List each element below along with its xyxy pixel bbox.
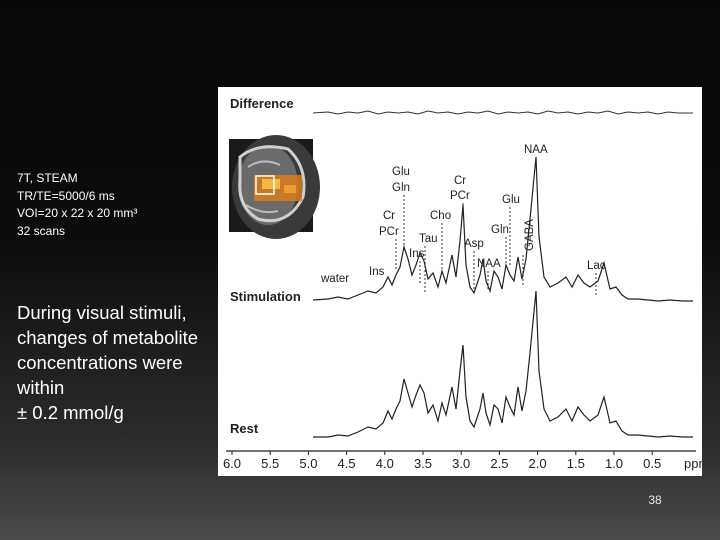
stimulation-trace	[312, 156, 693, 302]
peak-label-lac: Lac	[587, 260, 606, 272]
peak-label-gln-left: Gln	[392, 182, 410, 194]
axis-tick-label: 6.0	[223, 456, 241, 471]
note-line-5: ± 0.2 mmol/g	[17, 402, 124, 423]
peak-label-tau: Tau	[419, 233, 438, 245]
peak-label-naa: NAA	[524, 144, 548, 156]
peak-label-glu-right: Glu	[502, 194, 520, 206]
scans-text: 32 scans	[17, 223, 66, 238]
voi-text: VOI=20 x 22 x 20 mm³	[17, 206, 138, 220]
peak-label-pcr-left: PCr	[379, 226, 399, 238]
axis-tick-label: 5.0	[299, 456, 317, 471]
axis-tick-label: 4.0	[376, 456, 394, 471]
note-line-1: During visual stimuli,	[17, 302, 187, 323]
field-strength-text: 7T, STEAM	[17, 171, 78, 185]
peak-label-ins-left: Ins	[369, 266, 385, 278]
axis-tick-label: 4.5	[338, 456, 356, 471]
note-line-4: within	[17, 377, 65, 398]
peak-label-pcr-mid: PCr	[450, 190, 470, 202]
acquisition-parameters: 7T, STEAM TR/TE=5000/6 ms VOI=20 x 22 x …	[17, 170, 217, 240]
difference-label: Difference	[230, 96, 294, 111]
axis-tick-label: 0.5	[643, 456, 661, 471]
x-axis: 6.0 5.5 5.0 4.5 4.0 3.5 3.0 2.5 2.0 1.5 1.0 0.5 ppm	[223, 450, 702, 471]
axis-unit-ppm: ppm	[684, 456, 702, 471]
axis-tick-label: 3.5	[414, 456, 432, 471]
axis-tick-label: 3.0	[452, 456, 470, 471]
peak-annotations: water Ins Cr PCr Glu Gln Tau Ins Cho Cr …	[320, 144, 606, 297]
axis-tick-label: 2.5	[490, 456, 508, 471]
peak-label-cr-mid: Cr	[454, 175, 466, 187]
timing-text: TR/TE=5000/6 ms	[17, 188, 115, 203]
peak-label-glu-left: Glu	[392, 166, 410, 178]
axis-tick-label: 5.5	[261, 456, 279, 471]
note-line-2: changes of metabolite	[17, 327, 199, 348]
peak-label-naa-small: NAA	[477, 258, 501, 270]
axis-tick-label: 1.5	[567, 456, 585, 471]
brain-mri-inset	[229, 135, 320, 239]
peak-label-water: water	[320, 273, 349, 285]
axis-tick-label: 1.0	[605, 456, 623, 471]
results-note: During visual stimuli, changes of metabo…	[17, 300, 227, 425]
difference-trace	[312, 110, 693, 115]
slide-number: 38	[648, 493, 662, 507]
peak-label-gln-right: Gln	[491, 224, 509, 236]
rest-trace	[313, 290, 693, 438]
spectra-svg: Difference Stimulation Rest water Ins Cr…	[223, 96, 702, 471]
note-line-3: concentrations were	[17, 352, 183, 373]
peak-label-asp: Asp	[464, 238, 484, 250]
peak-label-ins-mid: Ins	[409, 248, 425, 260]
stimulation-label: Stimulation	[230, 289, 301, 304]
mrs-spectra-figure: Difference Stimulation Rest water Ins Cr…	[218, 87, 702, 476]
rest-label: Rest	[230, 421, 259, 436]
peak-label-cho: Cho	[430, 210, 451, 222]
peak-label-cr-left: Cr	[383, 210, 395, 222]
axis-tick-label: 2.0	[529, 456, 547, 471]
peak-label-gaba: GABA	[524, 219, 536, 251]
